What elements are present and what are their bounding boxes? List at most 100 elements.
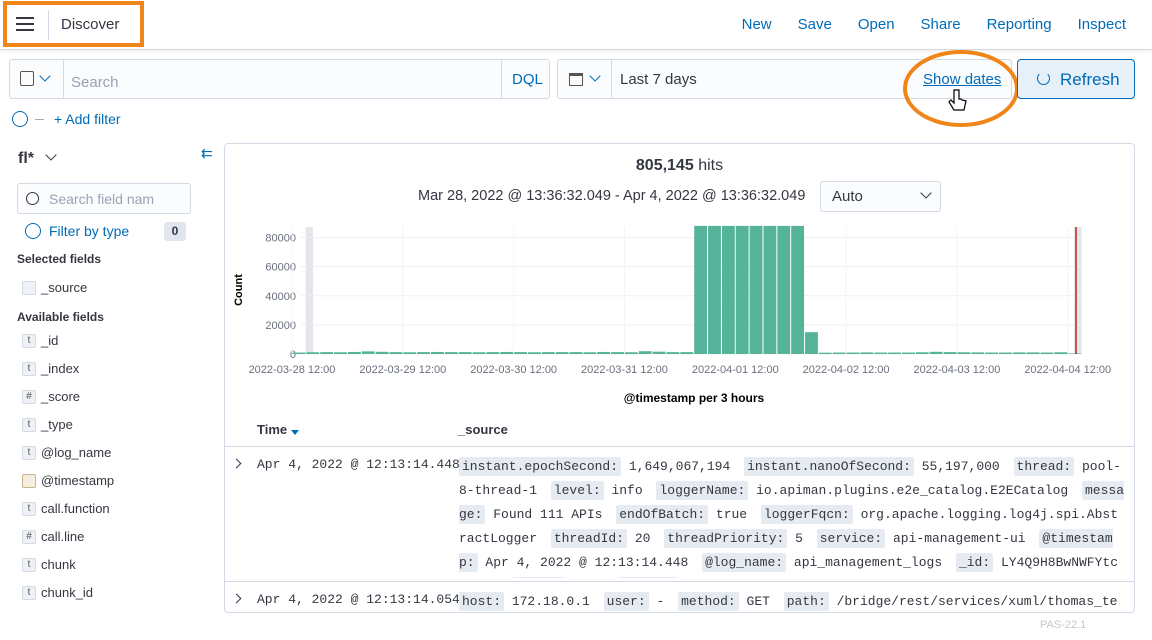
field-name[interactable]: _id	[41, 333, 58, 348]
bar	[1027, 352, 1040, 354]
bar	[376, 352, 389, 354]
nav-link[interactable]: Share	[921, 16, 961, 33]
nav: New Save Open Share Reporting Inspect	[716, 16, 1126, 34]
refresh-label: Refresh	[1060, 70, 1120, 90]
field-key: host:	[459, 592, 504, 611]
bar	[486, 352, 499, 354]
bar	[736, 226, 749, 354]
field-search[interactable]: Search field nam	[17, 183, 191, 214]
doc-source: host: 172.18.0.1 user: - method: GET pat…	[459, 590, 1124, 613]
time-range: Last 7 days	[620, 71, 697, 88]
field-pair: instant.nanoOfSecond: 55,197,000	[744, 459, 1000, 474]
search-bar[interactable]: Search DQL	[9, 59, 550, 99]
bar	[597, 352, 610, 354]
doc-time: Apr 4, 2022 @ 12:13:14.448	[257, 457, 460, 472]
bar	[777, 226, 790, 354]
bar	[362, 351, 375, 354]
bar	[833, 353, 846, 354]
field-pair: threadId: 20	[551, 531, 651, 546]
field-key: threadId:	[551, 529, 627, 548]
filter-icon[interactable]	[12, 111, 28, 127]
field-name[interactable]: _index	[41, 361, 79, 376]
field-icon: t	[22, 446, 36, 460]
bar	[1068, 353, 1081, 354]
bar	[819, 353, 832, 354]
field-pair: @log_name: api_management_logs	[702, 555, 942, 570]
filter-by-type[interactable]: Filter by type	[49, 223, 129, 239]
bar	[971, 352, 984, 354]
field-name[interactable]: call.line	[41, 529, 84, 544]
add-filter[interactable]: + Add filter	[54, 111, 121, 127]
sort-arrow	[291, 430, 299, 439]
field-key: user:	[604, 592, 649, 611]
bar	[389, 352, 402, 354]
bar	[916, 352, 929, 354]
field-name[interactable]: chunk	[41, 557, 76, 572]
collapse-sidebar[interactable]: ⇇	[201, 145, 213, 162]
field-value: Found 111 APIs	[493, 507, 602, 522]
field-value: -	[656, 594, 664, 609]
bar	[431, 352, 444, 354]
top-bar: Discover NewSaveOpenShareReportingInspec…	[0, 0, 1152, 50]
nav-link[interactable]: Save	[798, 16, 832, 33]
bar	[611, 352, 624, 354]
bar	[999, 353, 1012, 354]
results-panel: 805,145 hits Mar 28, 2022 @ 13:36:32.049…	[224, 143, 1135, 613]
field-key: instant.nanoOfSecond:	[744, 457, 914, 476]
nav-link[interactable]: Reporting	[987, 16, 1052, 33]
field-name[interactable]: chunk_id	[41, 585, 93, 600]
y-axis-label: Count	[233, 274, 245, 306]
field-name: _source	[41, 280, 87, 295]
bar	[570, 352, 583, 354]
field-name[interactable]: @timestamp	[41, 473, 114, 488]
field-name[interactable]: call.function	[41, 501, 110, 516]
x-tick-label: 2022-04-04 12:00	[1024, 364, 1111, 376]
field-value: api-management-ui	[893, 531, 1026, 546]
bar	[500, 352, 513, 354]
bar	[348, 352, 361, 354]
field-name[interactable]: @log_name	[41, 445, 111, 460]
bar	[653, 352, 666, 354]
bar	[306, 352, 319, 354]
y-tick-label: 20000	[265, 320, 296, 332]
bar	[750, 226, 763, 354]
field-pair: level: info	[551, 483, 643, 498]
x-axis-label: @timestamp per 3 hours	[624, 391, 765, 405]
nav-link[interactable]: Inspect	[1078, 16, 1126, 33]
field-search-placeholder: Search field nam	[49, 191, 154, 207]
bar	[694, 226, 707, 354]
refresh-button[interactable]: Refresh	[1017, 59, 1135, 99]
field-icon	[22, 474, 36, 488]
field-name[interactable]: _type	[41, 417, 73, 432]
column-header: _source	[458, 422, 508, 437]
bar	[763, 226, 776, 354]
field-icon: #	[22, 530, 36, 544]
query-language[interactable]: DQL	[512, 71, 543, 88]
bar	[847, 353, 860, 354]
nav-link[interactable]: New	[742, 16, 772, 33]
y-tick-label: 40000	[265, 291, 296, 303]
doc-source: instant.epochSecond: 1,649,067,194 insta…	[459, 455, 1124, 578]
index-pattern[interactable]: fl*	[18, 150, 34, 168]
field-pair: threadPriority: 5	[664, 531, 803, 546]
available-fields-title: Available fields	[17, 310, 104, 324]
bar	[528, 352, 541, 354]
field-pair: host: 172.18.0.1	[459, 594, 590, 609]
field-key: level:	[551, 481, 604, 500]
field-value: 172.18.0.1	[512, 594, 590, 609]
y-tick-label: 80000	[265, 233, 296, 245]
bar	[403, 352, 416, 354]
bar	[417, 352, 430, 354]
field-name[interactable]: _score	[41, 389, 80, 404]
bar	[1054, 352, 1067, 354]
field-icon	[22, 281, 36, 295]
field-pair: endOfBatch: true	[616, 507, 747, 522]
field-value: info	[611, 483, 642, 498]
nav-link[interactable]: Open	[858, 16, 895, 33]
field-value: api_management_logs	[794, 555, 942, 570]
bar	[944, 352, 957, 354]
y-tick-label: 60000	[265, 262, 296, 274]
x-tick-label: 2022-04-01 12:00	[692, 364, 779, 376]
row-border	[225, 446, 1134, 447]
